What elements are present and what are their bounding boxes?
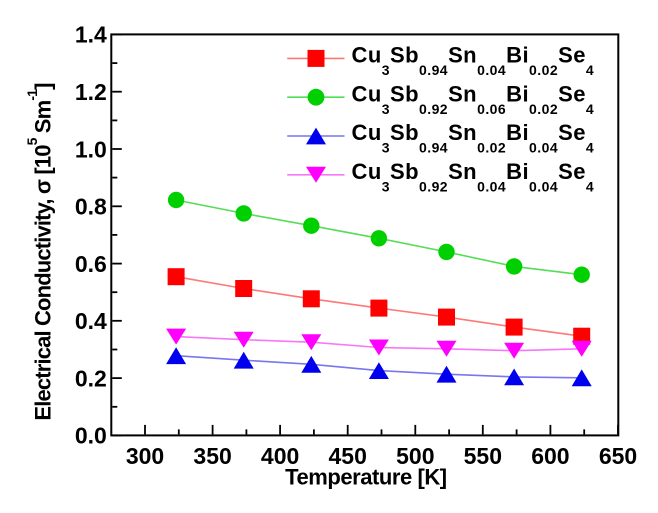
svg-text:0.8: 0.8 — [75, 194, 107, 220]
svg-text:Temperature [K]: Temperature [K] — [285, 465, 447, 490]
svg-text:650: 650 — [599, 443, 637, 469]
svg-text:400: 400 — [261, 443, 299, 469]
svg-text:550: 550 — [464, 443, 502, 469]
svg-text:350: 350 — [193, 443, 231, 469]
svg-text:500: 500 — [396, 443, 434, 469]
svg-text:450: 450 — [329, 443, 367, 469]
svg-text:0.2: 0.2 — [75, 365, 107, 391]
svg-text:0.4: 0.4 — [75, 308, 107, 334]
svg-text:600: 600 — [531, 443, 569, 469]
svg-text:300: 300 — [126, 443, 164, 469]
svg-text:1.0: 1.0 — [75, 136, 107, 162]
svg-text:0.0: 0.0 — [75, 423, 107, 449]
svg-text:0.6: 0.6 — [75, 251, 107, 277]
svg-text:1.4: 1.4 — [75, 22, 107, 48]
svg-text:1.2: 1.2 — [75, 79, 107, 105]
